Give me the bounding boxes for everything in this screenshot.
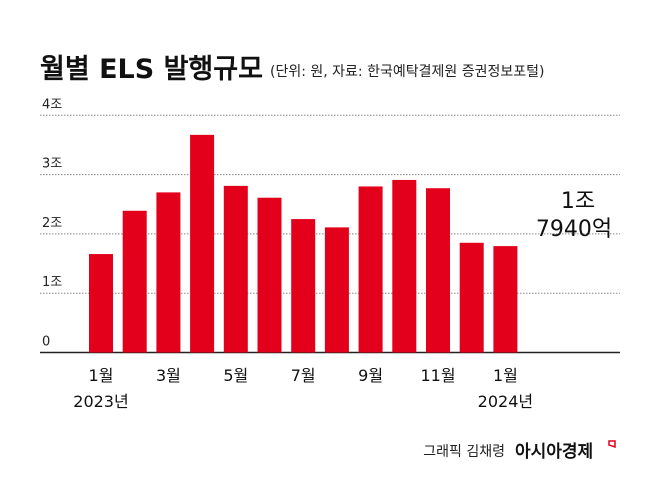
brand-logo-icon xyxy=(608,440,616,449)
bar-2023-09 xyxy=(358,186,383,353)
credit-artist: 그래픽 김채령 xyxy=(423,444,505,460)
bar-2023-05 xyxy=(223,185,248,353)
bar-2024-01 xyxy=(493,246,518,353)
y-tick-label: 4조 xyxy=(42,97,62,112)
y-tick-label: 3조 xyxy=(42,157,62,172)
x-tick-year-label: 2024년 xyxy=(478,392,533,411)
annotation-line2: 7940억 xyxy=(536,217,612,242)
x-tick-label: 9월 xyxy=(358,366,383,385)
x-tick-label: 1월 xyxy=(89,366,114,385)
x-tick-label: 7월 xyxy=(291,366,316,385)
bar-2023-04 xyxy=(190,134,215,353)
credit-brand: 아시아경제 xyxy=(515,442,593,462)
bar-2023-02 xyxy=(122,210,147,353)
bar-2023-12 xyxy=(459,242,484,353)
bar-2023-08 xyxy=(324,227,349,353)
bar-2023-07 xyxy=(291,219,316,353)
chart-subtitle: (단위: 원, 자료: 한국예탁결제원 증권정보포털) xyxy=(270,64,544,80)
y-tick-label: 1조 xyxy=(42,275,62,290)
bar-2023-03 xyxy=(156,192,181,353)
y-tick-label: 2조 xyxy=(42,216,62,231)
x-tick-label: 1월 xyxy=(493,366,518,385)
y-tick-label: 0 xyxy=(42,335,50,350)
chart-title: 월별 ELS 발행규모 xyxy=(40,54,263,85)
bar-2023-11 xyxy=(426,188,450,353)
x-tick-year-label: 2023년 xyxy=(73,392,128,411)
x-tick-label: 3월 xyxy=(156,366,181,385)
annotation-line1: 1조 xyxy=(561,189,595,214)
bar-2023-06 xyxy=(257,197,282,353)
bar-2023-01 xyxy=(89,254,113,353)
x-tick-label: 11월 xyxy=(420,366,455,385)
x-tick-label: 5월 xyxy=(223,366,248,385)
bar-2023-10 xyxy=(392,179,417,353)
